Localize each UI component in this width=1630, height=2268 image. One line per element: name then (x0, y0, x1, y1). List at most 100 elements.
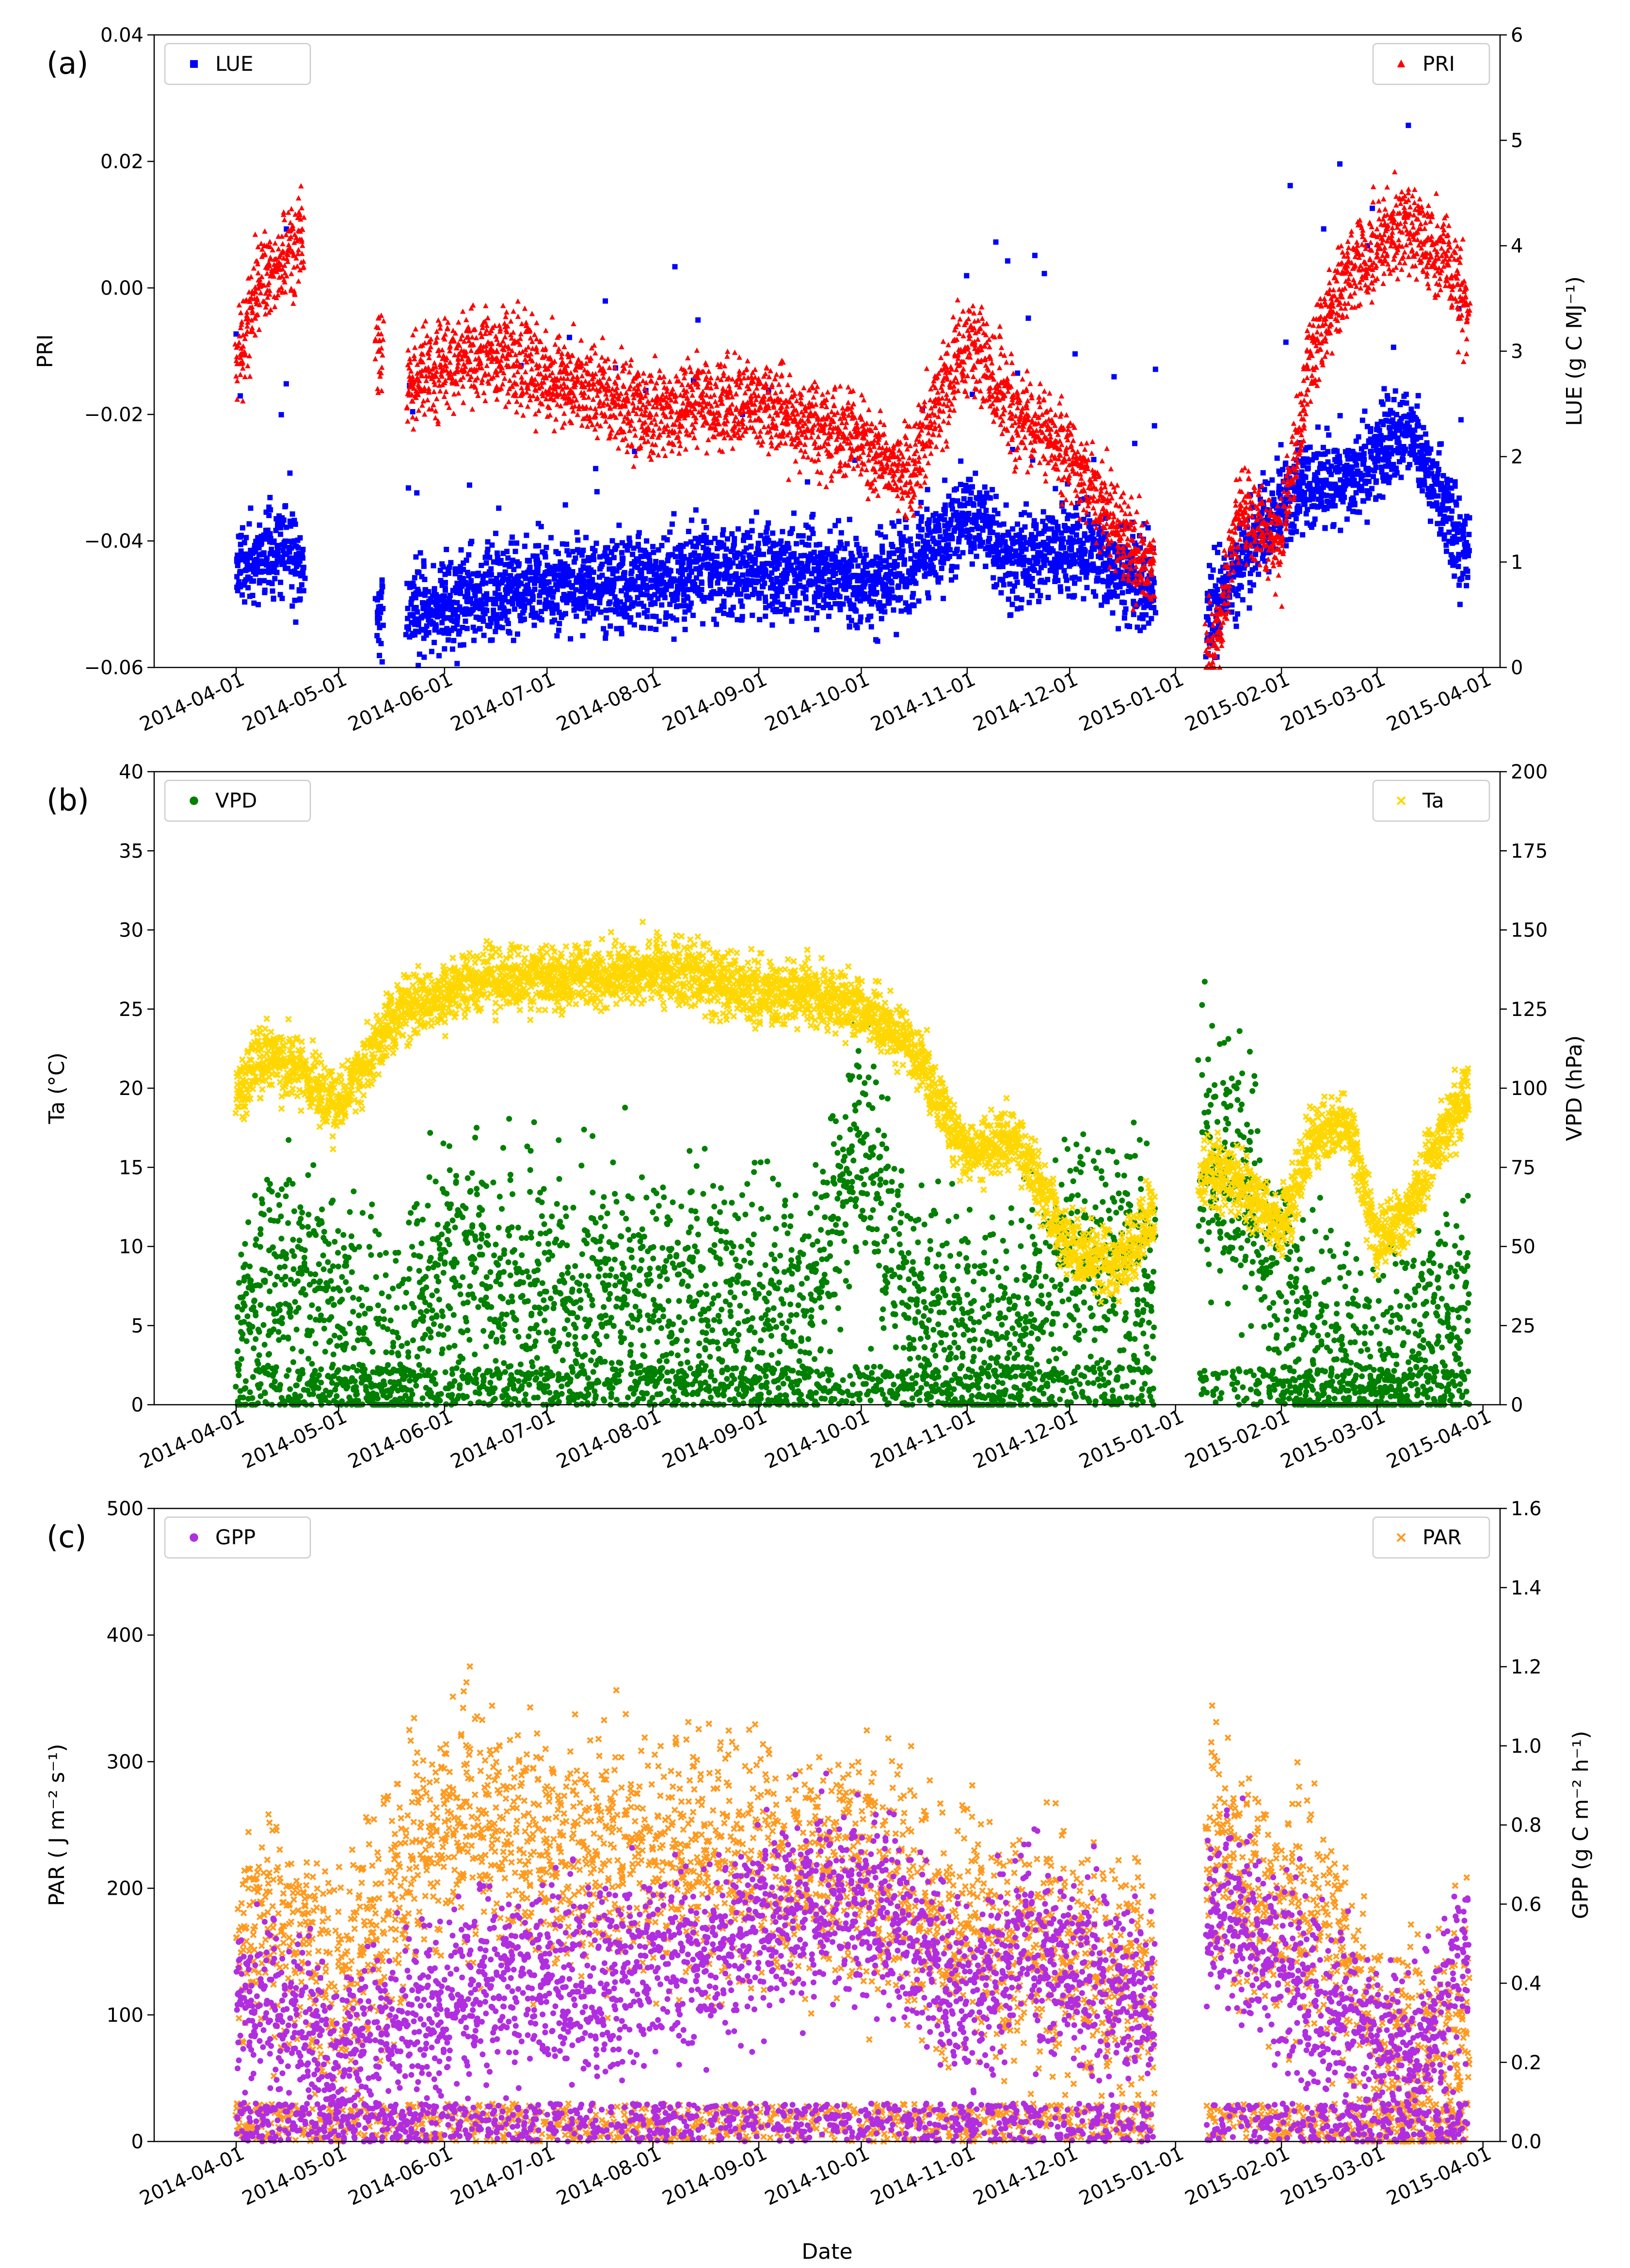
data-point (525, 583, 530, 588)
data-point (622, 613, 627, 619)
data-point (1071, 593, 1077, 598)
data-point (1031, 567, 1037, 572)
data-point (593, 466, 598, 471)
data-point (604, 615, 609, 620)
data-point (468, 596, 473, 602)
data-point (473, 593, 478, 598)
data-point (894, 632, 899, 637)
data-point (804, 616, 810, 621)
data-point (724, 546, 729, 552)
data-point (716, 571, 721, 577)
data-point (520, 610, 526, 616)
data-point (273, 528, 279, 533)
data-point (750, 592, 755, 597)
data-point (1038, 593, 1043, 598)
data-point (927, 571, 932, 576)
data-point (883, 534, 888, 539)
data-point (738, 598, 743, 603)
data-point (926, 520, 931, 525)
data-point (580, 633, 586, 638)
data-point (534, 554, 540, 559)
data-point (646, 552, 651, 557)
data-point (832, 523, 838, 528)
data-point (980, 503, 986, 508)
data-point (943, 508, 948, 513)
data-point (960, 550, 966, 555)
data-point (242, 599, 247, 604)
data-point (797, 600, 802, 605)
data-point (772, 542, 778, 547)
data-point (770, 530, 775, 536)
data-point (953, 574, 958, 580)
data-point (281, 517, 287, 523)
data-point (422, 577, 427, 582)
data-point (662, 595, 668, 600)
data-point (1035, 559, 1040, 564)
data-point (579, 553, 585, 558)
data-point (908, 543, 913, 548)
data-point (495, 586, 501, 591)
data-point (477, 626, 482, 632)
data-point (817, 542, 822, 547)
data-point (575, 530, 580, 535)
data-point (714, 621, 719, 627)
data-point (747, 553, 752, 558)
data-point (659, 543, 664, 548)
data-point (982, 484, 988, 490)
data-point (817, 592, 823, 598)
data-point (278, 580, 283, 585)
data-point (300, 547, 305, 552)
data-point (537, 600, 542, 605)
data-point (1060, 536, 1065, 541)
data-point (288, 545, 294, 551)
data-point (444, 547, 449, 552)
data-point (721, 604, 727, 609)
data-point (461, 642, 466, 648)
data-point (809, 571, 815, 576)
data-point (794, 607, 799, 613)
data-point (1001, 533, 1006, 538)
data-point (1033, 522, 1039, 527)
data-point (939, 566, 944, 571)
data-point (261, 550, 267, 555)
data-point (1014, 595, 1020, 601)
data-point (950, 536, 955, 541)
data-point (1001, 522, 1007, 527)
data-point (886, 601, 891, 606)
data-point (727, 580, 733, 585)
data-point (740, 555, 746, 560)
data-point (1043, 526, 1049, 532)
data-point (447, 593, 453, 598)
data-point (969, 490, 974, 495)
data-point (468, 578, 474, 584)
data-point (1121, 600, 1127, 605)
data-point (293, 619, 298, 625)
data-point (467, 482, 472, 488)
data-point (873, 637, 879, 642)
data-point (729, 531, 735, 537)
data-point (500, 578, 505, 584)
data-point (1010, 588, 1015, 594)
data-point (721, 599, 727, 604)
data-point (539, 617, 544, 622)
data-point (591, 557, 596, 562)
data-point (1006, 572, 1011, 577)
data-point (849, 564, 854, 569)
data-point (1076, 576, 1082, 582)
data-point (1069, 547, 1074, 553)
data-point (765, 525, 770, 531)
data-point (955, 547, 960, 552)
data-point (262, 587, 268, 593)
data-point (949, 502, 955, 508)
data-point (543, 554, 548, 559)
data-point (418, 550, 423, 555)
data-point (620, 561, 625, 566)
data-point (970, 484, 975, 490)
data-point (300, 555, 305, 561)
data-point (766, 520, 771, 525)
data-point (969, 527, 975, 532)
data-point (828, 528, 833, 534)
data-point (582, 619, 587, 624)
data-point (889, 588, 895, 594)
data-point (603, 635, 608, 641)
